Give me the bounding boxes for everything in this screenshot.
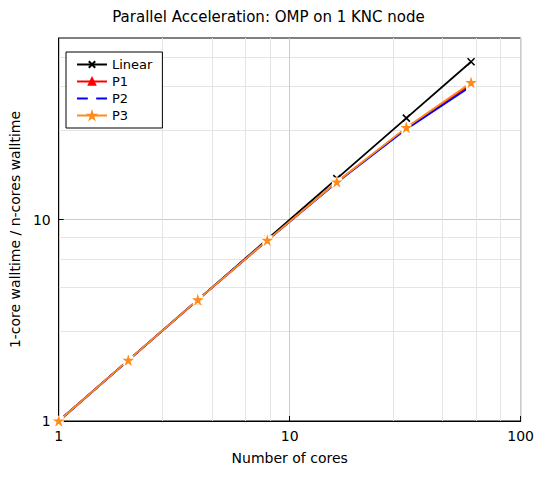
svg-text:1-core walltime / n-cores wall: 1-core walltime / n-cores walltime (7, 111, 23, 348)
svg-text:Number of cores: Number of cores (232, 450, 348, 466)
svg-text:P2: P2 (112, 91, 128, 106)
svg-text:Parallel Acceleration: OMP on: Parallel Acceleration: OMP on 1 KNC node (112, 8, 425, 26)
svg-text:P1: P1 (112, 74, 128, 89)
svg-text:10: 10 (281, 428, 299, 444)
svg-text:Linear: Linear (112, 57, 153, 72)
svg-text:100: 100 (507, 428, 534, 444)
svg-text:10: 10 (33, 212, 51, 228)
svg-text:1: 1 (42, 413, 51, 429)
svg-text:1: 1 (54, 428, 63, 444)
svg-text:P3: P3 (112, 108, 128, 123)
